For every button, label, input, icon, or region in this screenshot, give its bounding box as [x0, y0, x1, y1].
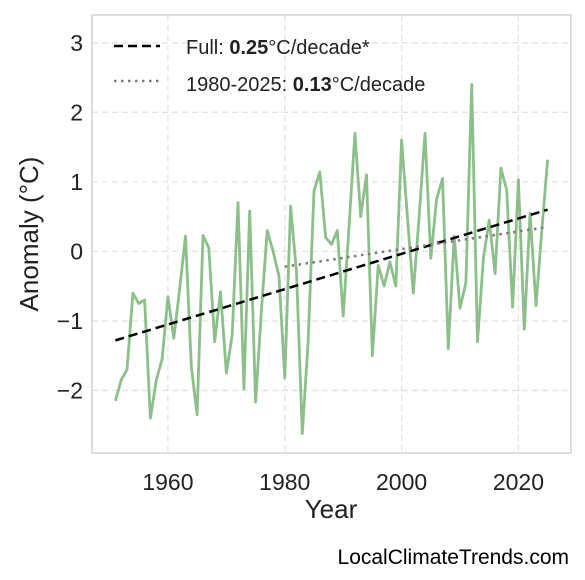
legend-suffix: °C/decade* — [268, 37, 370, 59]
y-axis-label: Anomaly (°C) — [14, 157, 44, 312]
legend-label-full: Full: 0.25°C/decade* — [186, 37, 370, 59]
x-tick-label: 2000 — [376, 469, 427, 495]
x-tick-labels: 1960 1980 2000 2020 — [142, 469, 544, 495]
y-tick-labels: −2 −1 0 1 2 3 — [57, 30, 83, 404]
legend-prefix: Full: — [186, 37, 229, 59]
x-tick-label: 1960 — [142, 469, 193, 495]
legend: Full: 0.25°C/decade* 1980-2025: 0.13°C/d… — [114, 37, 425, 96]
grid-lines — [92, 15, 571, 453]
y-tick-label: −1 — [57, 308, 83, 334]
trend-line-full — [115, 208, 548, 342]
x-tick-label: 1980 — [259, 469, 310, 495]
legend-prefix: 1980-2025: — [186, 74, 293, 96]
y-tick-label: 2 — [70, 99, 83, 125]
legend-value: 0.13 — [293, 74, 332, 96]
y-tick-label: 3 — [70, 30, 83, 56]
watermark-text: LocalClimateTrends.com — [337, 546, 569, 569]
y-tick-label: −2 — [57, 377, 83, 403]
plot-frame — [91, 14, 572, 454]
y-tick-label: 1 — [70, 169, 83, 195]
anomaly-series-line — [114, 83, 549, 435]
legend-value: 0.25 — [229, 37, 268, 59]
x-axis-label: Year — [305, 494, 358, 524]
trend-line-recent — [284, 225, 548, 268]
x-tick-label: 2020 — [493, 469, 544, 495]
y-tick-label: 0 — [70, 238, 83, 264]
legend-label-recent: 1980-2025: 0.13°C/decade — [186, 74, 425, 96]
legend-suffix: °C/decade — [332, 74, 426, 96]
